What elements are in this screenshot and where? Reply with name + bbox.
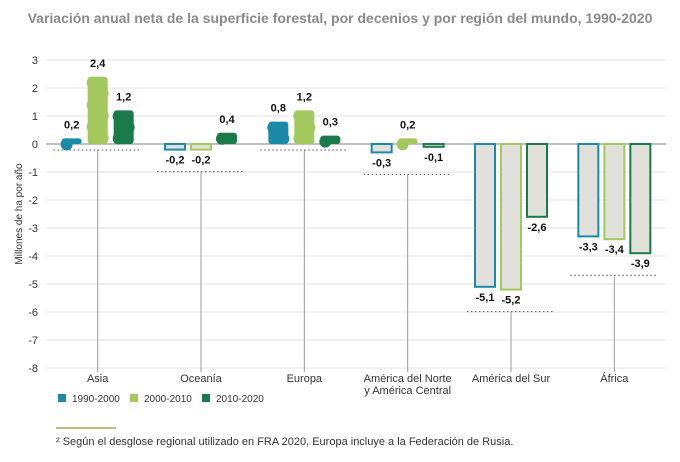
y-tick-label: -4 xyxy=(28,251,38,263)
bar xyxy=(526,143,548,218)
data-label: -0,2 xyxy=(166,155,185,167)
y-tick-label: 2 xyxy=(32,83,38,95)
tree-canopy xyxy=(96,87,109,100)
x-tick-label: África xyxy=(600,372,629,385)
tree-canopy xyxy=(293,110,306,123)
y-tick-label: -1 xyxy=(28,167,38,179)
tree-canopy xyxy=(396,138,409,151)
data-label: -5,1 xyxy=(476,292,495,304)
x-tick-label: América del Sur xyxy=(472,373,551,385)
y-tick-label: -8 xyxy=(28,363,38,375)
tree-canopy xyxy=(86,98,99,111)
bar xyxy=(422,143,445,148)
data-label: 0,2 xyxy=(400,119,415,131)
x-tick-label: América del Norte xyxy=(364,373,452,385)
y-tick-label: -2 xyxy=(28,195,38,207)
data-label: -0,1 xyxy=(424,152,443,164)
y-tick-label: 1 xyxy=(32,111,38,123)
tree-canopy xyxy=(216,132,228,145)
tree-canopy xyxy=(96,109,109,122)
legend-swatch xyxy=(202,394,210,402)
x-tick-label: Asia xyxy=(87,373,109,385)
legend-swatch xyxy=(130,394,138,402)
data-label: 1,2 xyxy=(116,91,131,103)
data-label: -0,3 xyxy=(372,157,391,169)
footnote: ² Según el desglose regional utilizado e… xyxy=(56,436,514,448)
y-tick-label: 0 xyxy=(32,139,38,151)
data-label: -3,4 xyxy=(605,244,625,256)
tree-canopy xyxy=(112,132,125,145)
tree-canopy xyxy=(96,131,109,144)
data-label: 0,3 xyxy=(323,117,338,129)
y-tick-label: -7 xyxy=(28,335,38,347)
data-label: 0,4 xyxy=(219,114,235,126)
y-tick-label: -6 xyxy=(28,307,38,319)
bar xyxy=(629,143,652,255)
bar xyxy=(190,143,212,151)
tree-canopy xyxy=(293,132,306,145)
tree-canopy xyxy=(267,121,280,134)
data-label: -2,6 xyxy=(528,222,547,234)
legend-label: 1990-2000 xyxy=(72,394,120,405)
data-label: -0,2 xyxy=(192,155,211,167)
tree-canopy xyxy=(303,121,316,134)
y-axis-label: Millones de ha por año xyxy=(14,163,25,265)
x-tick-label: y América Central xyxy=(364,385,451,397)
footnote-rule xyxy=(56,427,116,429)
tree-canopy xyxy=(277,132,290,145)
x-tick-label: Oceanía xyxy=(180,373,222,385)
bar xyxy=(500,143,522,291)
x-tick-label: Europa xyxy=(287,373,323,385)
bar xyxy=(577,143,600,238)
chart-title: Variación anual neta de la superficie fo… xyxy=(27,10,653,26)
bar xyxy=(603,143,626,241)
tree-canopy xyxy=(122,121,135,134)
y-tick-label: -5 xyxy=(28,279,38,291)
tree-canopy xyxy=(112,110,125,123)
y-tick-label: -3 xyxy=(28,223,38,235)
tree-canopy xyxy=(86,120,99,133)
data-label: 0,8 xyxy=(271,103,286,115)
bar xyxy=(164,143,186,151)
data-label: 1,2 xyxy=(297,91,312,103)
tree-canopy xyxy=(60,138,73,151)
y-tick-label: 3 xyxy=(32,55,38,67)
tree-canopy xyxy=(319,135,332,148)
data-label: 0,2 xyxy=(64,119,79,131)
data-label: -3,3 xyxy=(579,241,598,253)
tree-canopy xyxy=(86,76,99,89)
data-label: 2,4 xyxy=(90,58,106,70)
legend-label: 2010-2020 xyxy=(216,394,264,405)
legend-swatch xyxy=(58,394,66,402)
data-label: -5,2 xyxy=(502,295,521,307)
bar xyxy=(474,143,496,288)
legend-label: 2000-2010 xyxy=(144,394,192,405)
bar xyxy=(370,143,393,154)
data-label: -3,9 xyxy=(631,258,650,270)
